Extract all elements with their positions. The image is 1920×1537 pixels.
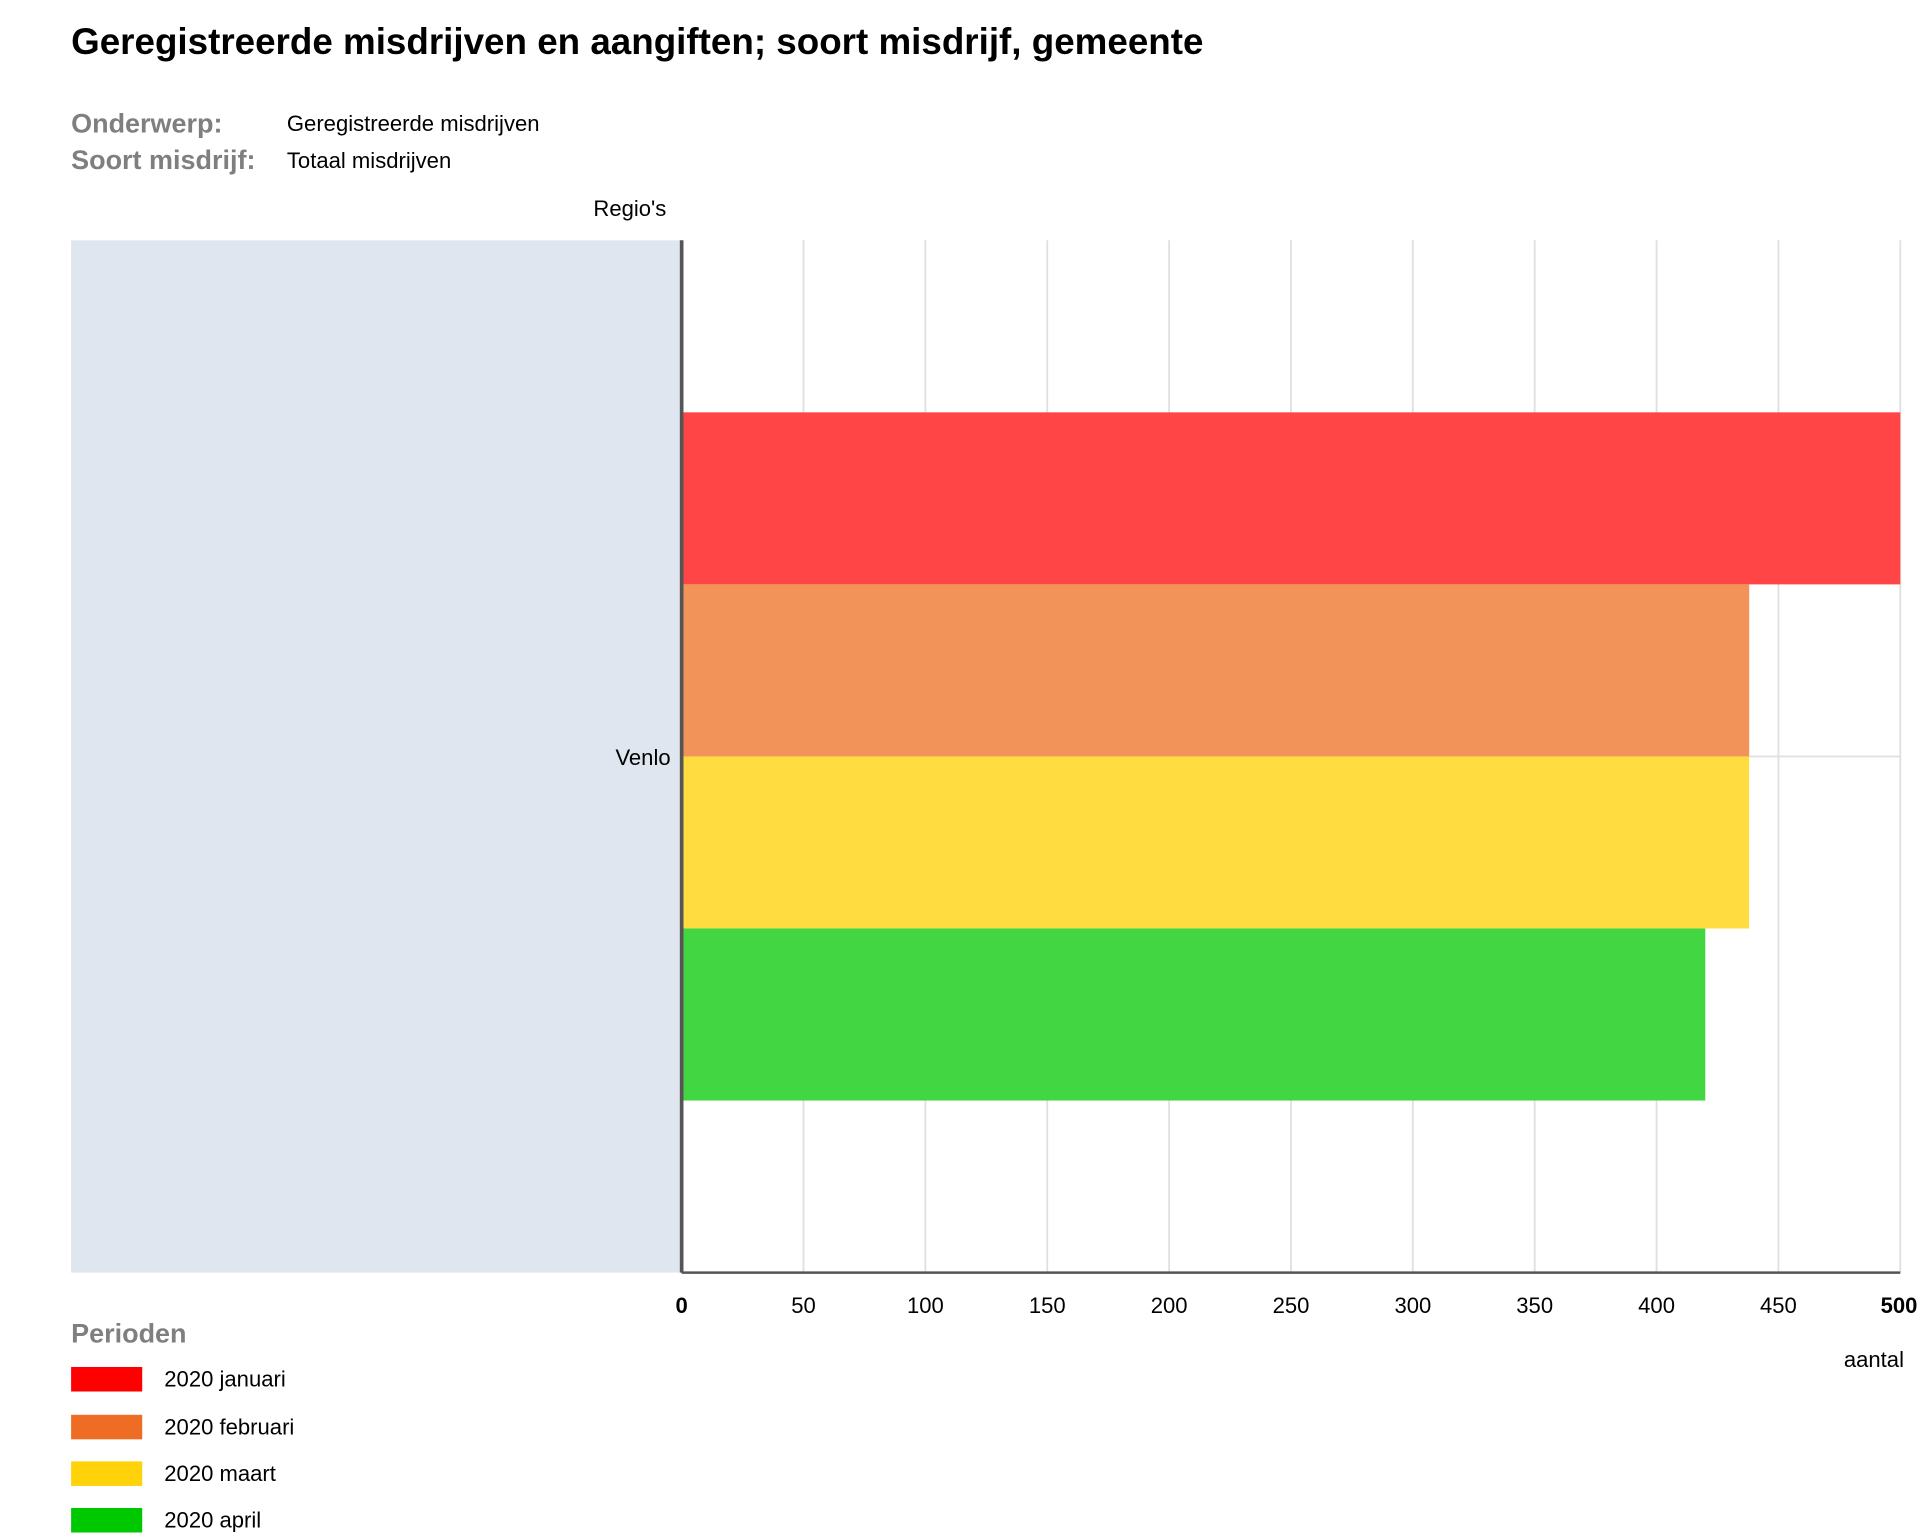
tick-label-300: 300 <box>1394 1293 1431 1318</box>
chart-title: Geregistreerde misdrijven en aangiften; … <box>71 22 1204 63</box>
tick-label-350: 350 <box>1516 1293 1553 1318</box>
legend-swatch-maart <box>71 1461 143 1486</box>
legend-item-februari: 2020 februari <box>71 1414 390 1444</box>
tick-label-250: 250 <box>1273 1293 1310 1318</box>
legend-label-april: 2020 april <box>164 1507 262 1533</box>
bar-2020-april <box>681 928 1706 1101</box>
category-band <box>71 240 682 1273</box>
category-axis-label: Regio's <box>593 196 667 221</box>
legend-item-januari: 2020 januari <box>71 1366 390 1396</box>
tick-label-50: 50 <box>791 1293 816 1318</box>
meta-key-onderwerp: Onderwerp: <box>71 107 223 139</box>
tick-label-400: 400 <box>1638 1293 1675 1318</box>
legend-title: Perioden <box>71 1317 187 1349</box>
tick-label-200: 200 <box>1151 1293 1188 1318</box>
legend-label-januari: 2020 januari <box>164 1366 286 1392</box>
bar-2020-februari <box>681 584 1750 757</box>
tick-label-450: 450 <box>1760 1293 1797 1318</box>
tick-label-0: 0 <box>676 1293 688 1318</box>
legend-swatch-februari <box>71 1414 143 1440</box>
bar-2020-januari <box>681 412 1901 585</box>
legend-label-februari: 2020 februari <box>164 1414 295 1440</box>
category-label-venlo: Venlo <box>615 745 670 770</box>
legend-swatch-januari <box>71 1366 143 1392</box>
meta-key-soort-misdrijf: Soort misdrijf: <box>71 144 256 176</box>
legend-item-april: 2020 april <box>71 1507 390 1537</box>
value-axis-label: aantal <box>1843 1347 1904 1372</box>
tick-label-500: 500 <box>1881 1293 1918 1318</box>
legend-item-maart: 2020 maart <box>71 1461 390 1490</box>
bar-chart: Venlo 0 50 100 150 200 250 300 350 400 450 500 <box>71 240 1918 1318</box>
bar-2020-maart <box>681 756 1750 929</box>
legend-label-maart: 2020 maart <box>164 1461 276 1486</box>
tick-label-150: 150 <box>1029 1293 1066 1318</box>
tick-label-100: 100 <box>907 1293 944 1318</box>
meta-value-onderwerp: Geregistreerde misdrijven <box>286 111 540 137</box>
meta-value-soort-misdrijf: Totaal misdrijven <box>286 148 452 173</box>
legend-swatch-april <box>71 1507 143 1533</box>
